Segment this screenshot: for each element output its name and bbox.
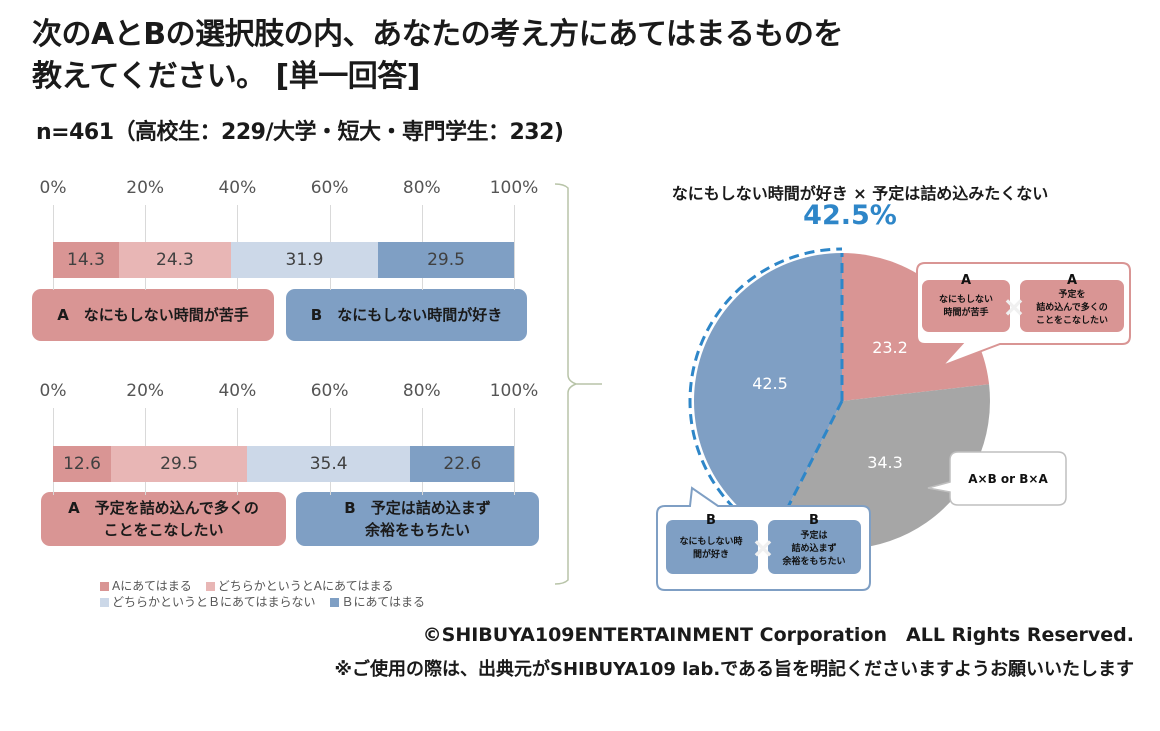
legend-label-a: Aにあてはまる — [112, 579, 192, 593]
legend-label-rather-b: どちらかというとＢにあてはまらない — [112, 595, 316, 609]
legend-label-b: Ｂにあてはまる — [341, 595, 426, 609]
legend-label-rather-a: どちらかというとAにあてはまる — [217, 579, 394, 593]
bar-seg-rather-a-2: 29.5 — [111, 446, 248, 482]
choice-b-label-1: B なにもしない時間が好き — [286, 289, 527, 341]
callout-bb-cross-icon: × — [751, 531, 774, 564]
callout-aa-cross-icon: × — [1002, 290, 1025, 323]
callout-aa-right-line1: 予定を — [1058, 288, 1085, 300]
tick-label-1-5: 100% — [489, 178, 539, 198]
usage-note: ※ご使用の際は、出典元がSHIBUYA109 lab.である旨を明記くださいます… — [334, 659, 1135, 680]
tick-label-2-2: 40% — [218, 381, 257, 401]
bar-seg-rather-b-2: 35.4 — [247, 446, 411, 482]
choice-a-label-2: A 予定を詰め込んで多くの ことをこなしたい — [41, 492, 286, 546]
title-line-2: 教えてください。 [単一回答] — [32, 59, 420, 94]
pie-slice-bb — [693, 253, 842, 533]
legend-item-rather-a: どちらかというとAにあてはまる — [205, 578, 394, 594]
callout-bb: × B なにもしない時 間が好き B 予定は 詰め込まず 余裕をもちたい — [656, 486, 871, 591]
choice-b-text-2-line2: 余裕をもちたい — [364, 521, 470, 539]
bar-seg-a-1: 14.3 — [53, 242, 119, 278]
tick-label-1-0: 0% — [39, 178, 67, 198]
choice-b-text-1: B なにもしない時間が好き — [310, 306, 503, 324]
bar-seg-rather-b-1: 31.9 — [230, 242, 378, 278]
bar-seg-a-2: 12.6 — [53, 446, 112, 482]
tick-label-1-2: 40% — [218, 178, 257, 198]
legend-item-b: Ｂにあてはまる — [329, 594, 426, 610]
bar-seg-b-2: 22.6 — [410, 446, 515, 482]
tick-label-2-5: 100% — [489, 381, 539, 401]
page-title: 次のAとBの選択肢の内、あなたの考え方にあてはまるものを 教えてください。 [単… — [32, 14, 1132, 98]
callout-aa: × A なにもしない 時間が苦手 A 予定を 詰め込んで多くの ことをこなしたい — [916, 262, 1131, 367]
tick-label-1-3: 60% — [310, 178, 349, 198]
legend-item-a: Aにあてはまる — [100, 578, 192, 594]
callout-bb-right-line2: 詰め込まず — [791, 542, 836, 554]
callout-bb-left-line2: 間が好き — [693, 548, 729, 560]
legend-swatch-rather-a — [205, 581, 215, 591]
callout-aa-right-line3: ことをこなしたい — [1036, 315, 1108, 326]
tick-label-1-1: 20% — [126, 178, 165, 198]
bar-seg-b-1: 29.5 — [378, 242, 514, 278]
curly-brace — [554, 183, 602, 585]
choice-a-text-2-line2: ことをこなしたい — [103, 521, 224, 539]
gridline-2-5 — [514, 408, 515, 495]
pie-title: なにもしない時間が好き × 予定は詰め込みたくない — [671, 184, 1049, 203]
choice-a-text-2-line1: A 予定を詰め込んで多くの — [68, 499, 259, 517]
callout-aa-right-head: A — [1067, 273, 1077, 288]
callout-bb-left-head: B — [706, 513, 716, 528]
tick-label-2-1: 20% — [126, 381, 165, 401]
gridline-1-5 — [514, 205, 515, 290]
choice-b-text-2-line1: B 予定は詰め込まず — [344, 499, 491, 517]
pie-slice-aa — [842, 253, 990, 401]
copyright-text: ©SHIBUYA109ENTERTAINMENT Corporation ALL… — [422, 624, 1134, 646]
callout-mixed-text: A×B or B×A — [968, 472, 1048, 486]
tick-label-1-4: 80% — [402, 178, 441, 198]
tick-label-2-3: 60% — [310, 381, 349, 401]
callout-aa-left-line2: 時間が苦手 — [943, 306, 988, 318]
callout-aa-right-line2: 詰め込んで多くの — [1036, 301, 1108, 313]
pie-highlight-arc — [688, 247, 843, 538]
legend-swatch-rather-b — [100, 597, 109, 607]
callout-bb-right-head: B — [809, 513, 819, 528]
legend-swatch-a — [100, 581, 109, 591]
legend: Aにあてはまる どちらかというとAにあてはまる どちらかというとＢにあてはまらな… — [100, 578, 425, 610]
bar-seg-rather-a-1: 24.3 — [118, 242, 231, 278]
pie-slice-mixed-label: 34.3 — [867, 453, 903, 472]
pie-slice-bb-label: 42.5 — [752, 374, 788, 393]
pie-highlight-value: 42.5% — [803, 200, 897, 231]
choice-a-label-1: A なにもしない時間が苦手 — [32, 289, 274, 341]
callout-bb-right-line1: 予定は — [800, 529, 827, 541]
choice-a-text-1: A なにもしない時間が苦手 — [57, 306, 249, 324]
sample-size: n=461（高校生：229/大学・短大・専門学生：232) — [36, 120, 564, 145]
callout-bb-right-line3: 余裕をもちたい — [781, 555, 845, 567]
tick-label-2-4: 80% — [402, 381, 441, 401]
callout-aa-left-head: A — [961, 273, 971, 288]
pie-slice-aa-label: 23.2 — [872, 338, 908, 357]
callout-mixed: A×B or B×A — [927, 451, 1067, 506]
title-line-1: 次のAとBの選択肢の内、あなたの考え方にあてはまるものを — [32, 17, 843, 52]
tick-label-2-0: 0% — [39, 381, 67, 401]
pie-highlight-edge-0 — [773, 400, 844, 534]
callout-bb-left-line1: なにもしない時 — [679, 535, 742, 547]
legend-item-rather-b: どちらかというとＢにあてはまらない — [100, 594, 316, 610]
choice-b-label-2: B 予定は詰め込まず 余裕をもちたい — [296, 492, 539, 546]
legend-swatch-b — [329, 597, 339, 607]
callout-aa-left-line1: なにもしない — [939, 294, 993, 305]
